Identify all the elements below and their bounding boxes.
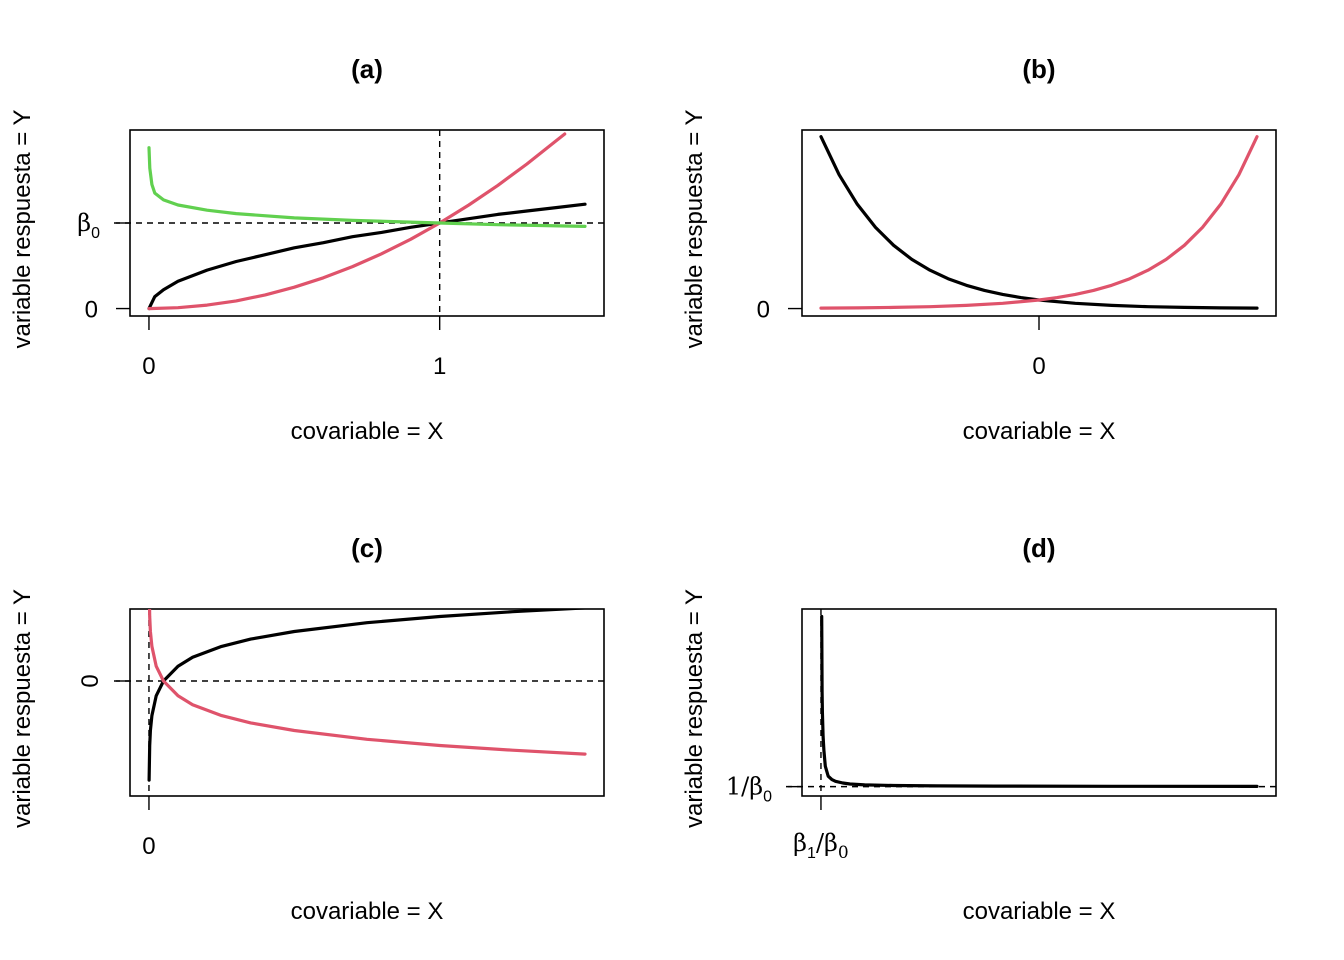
y-axis-label: variable respuesta = Y [9, 109, 36, 348]
x-tick-label: 0 [142, 353, 155, 380]
plot-frame [129, 608, 605, 797]
x-axis-label: covariable = X [963, 898, 1116, 925]
y-tick-label: 0 [85, 297, 98, 324]
panel-title: (b) [1022, 54, 1055, 84]
x-axis-label: covariable = X [291, 898, 444, 925]
x-tick-label: β1/β0 [793, 829, 849, 863]
panel-d: β1/β0 1/β0 (d) covariable = X variable respu… [681, 533, 1277, 925]
y-axis-label: variable respuesta = Y [9, 589, 36, 828]
series-line-red-curve [147, 132, 567, 311]
plot-frame [801, 608, 1277, 797]
panel-b: 0 0 (b) covariable = X variable respuesta = … [681, 54, 1277, 445]
y-axis-label: variable respuesta = Y [681, 589, 708, 828]
y-tick-label: β0 [77, 209, 100, 242]
x-axis-label: covariable = X [963, 418, 1116, 445]
series-line-red-curve [147, 609, 587, 756]
y-tick-label: 1/β0 [726, 773, 772, 806]
panel-a: 0 1 0 β0 (a) covariable = X variable respuesta… [9, 54, 605, 445]
panel-c: 0 0 (c) covariable = X variable respuesta = … [9, 533, 605, 925]
series-line-black-curve [820, 614, 1259, 789]
panel-title: (c) [351, 533, 383, 563]
y-tick-label: 0 [757, 297, 770, 324]
panel-title: (a) [351, 54, 383, 84]
x-tick-label: 1 [433, 353, 446, 380]
series-line-black-curve [819, 135, 1259, 310]
x-axis-label: covariable = X [291, 418, 444, 445]
panel-title: (d) [1022, 533, 1055, 563]
x-tick-label: 0 [1032, 353, 1045, 380]
y-tick-label: 0 [77, 674, 104, 687]
x-tick-label: 0 [142, 833, 155, 860]
series-line-black-curve [147, 202, 587, 311]
series-line-red-curve [819, 135, 1259, 310]
series-line-green-curve [147, 146, 587, 228]
y-axis-label: variable respuesta = Y [681, 109, 708, 348]
series-line-black-curve [147, 609, 587, 782]
